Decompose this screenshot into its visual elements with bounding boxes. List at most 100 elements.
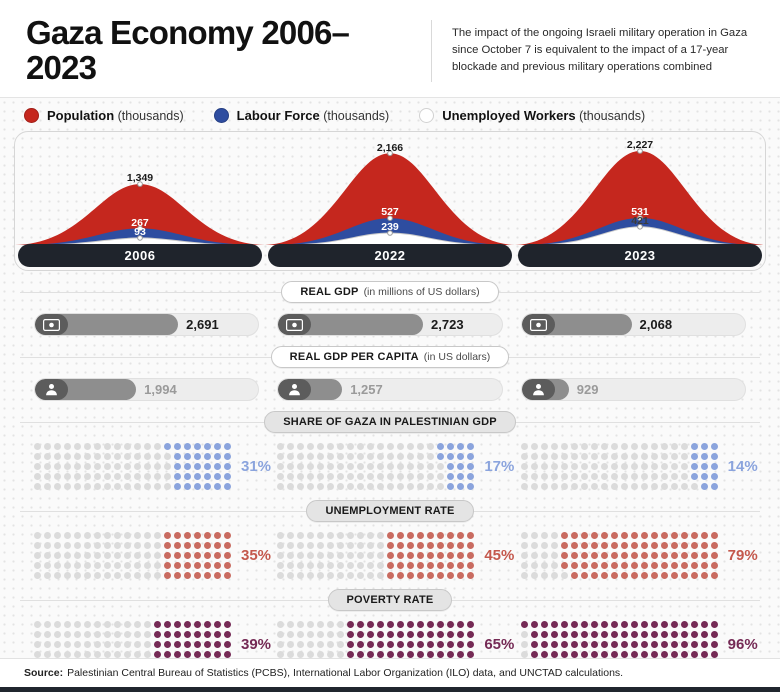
- dot: [540, 453, 548, 461]
- dot: [457, 453, 465, 461]
- dot: [154, 483, 161, 491]
- dot: [650, 552, 658, 560]
- dot: [560, 631, 568, 639]
- chart-column-2023: 2,227 531 421 2023: [515, 132, 765, 270]
- dot: [347, 443, 355, 451]
- dot: [44, 572, 51, 580]
- dot: [277, 631, 285, 639]
- dot: [377, 443, 385, 451]
- dot: [194, 621, 201, 629]
- dot: [194, 631, 201, 639]
- dot: [34, 552, 41, 560]
- dot: [357, 483, 365, 491]
- dot: [457, 542, 465, 550]
- dot: [570, 562, 578, 570]
- dot: [560, 483, 568, 491]
- dot: [457, 641, 465, 649]
- dot: [184, 651, 191, 658]
- bar-track: 929: [520, 378, 746, 402]
- dot: [214, 651, 221, 658]
- dot: [164, 631, 171, 639]
- dot: [690, 552, 698, 560]
- dot: [277, 572, 285, 580]
- unemployment-pill: UNEMPLOYMENT RATE: [306, 500, 474, 523]
- pill-title: REAL GDP: [300, 286, 359, 299]
- dot: [457, 463, 465, 471]
- dot: [367, 621, 375, 629]
- dot: [437, 483, 445, 491]
- dot: [44, 542, 51, 550]
- dot: [630, 651, 638, 658]
- dot: [417, 651, 425, 658]
- waffle-grid: [520, 621, 718, 658]
- dot: [224, 631, 231, 639]
- dot: [447, 443, 455, 451]
- dot: [74, 562, 81, 570]
- dot: [580, 641, 588, 649]
- dot: [114, 631, 121, 639]
- dot: [600, 621, 608, 629]
- source-label: Source:: [24, 667, 64, 679]
- section-header-unemployment: UNEMPLOYMENT RATE: [14, 500, 766, 523]
- dot: [540, 473, 548, 481]
- dot: [327, 641, 335, 649]
- dot: [560, 532, 568, 540]
- dot: [387, 453, 395, 461]
- dot: [204, 483, 211, 491]
- dot: [184, 463, 191, 471]
- dot: [670, 483, 678, 491]
- dot: [337, 463, 345, 471]
- dot: [194, 473, 201, 481]
- dot: [214, 463, 221, 471]
- dot: [610, 463, 618, 471]
- waffle-grid: [34, 532, 231, 580]
- dot: [447, 542, 455, 550]
- banknote-icon: [529, 318, 547, 331]
- dot: [204, 473, 211, 481]
- dot: [347, 463, 355, 471]
- dot: [104, 542, 111, 550]
- dot: [174, 532, 181, 540]
- dot: [427, 453, 435, 461]
- dot: [124, 641, 131, 649]
- dot: [590, 552, 598, 560]
- dot: [600, 572, 608, 580]
- dot: [630, 631, 638, 639]
- dot: [530, 532, 538, 540]
- dot: [277, 532, 285, 540]
- dot: [570, 641, 578, 649]
- dot: [337, 562, 345, 570]
- dot: [114, 641, 121, 649]
- dot: [437, 572, 445, 580]
- dot: [590, 483, 598, 491]
- dot: [640, 572, 648, 580]
- bar-value: 929: [576, 382, 599, 398]
- dot: [387, 641, 395, 649]
- dot: [34, 631, 41, 639]
- dot: [44, 483, 51, 491]
- legend-label: Labour Force (thousands): [236, 108, 390, 124]
- population-swatch-icon: [24, 108, 39, 124]
- legend-label: Unemployed Workers (thousands): [442, 108, 646, 124]
- dot: [580, 631, 588, 639]
- dot: [387, 552, 395, 560]
- dot: [54, 631, 61, 639]
- dot: [670, 572, 678, 580]
- dot: [377, 542, 385, 550]
- dot: [660, 443, 668, 451]
- dot: [307, 621, 315, 629]
- dot: [467, 572, 475, 580]
- dot: [214, 483, 221, 491]
- dot: [377, 572, 385, 580]
- dot: [164, 483, 171, 491]
- dot: [700, 463, 708, 471]
- year-label-2023: 2023: [518, 244, 762, 268]
- dot: [590, 532, 598, 540]
- dot: [580, 453, 588, 461]
- dot: [277, 473, 285, 481]
- dot: [347, 562, 355, 570]
- dot: [164, 641, 171, 649]
- dot: [164, 651, 171, 658]
- dot: [74, 621, 81, 629]
- dot: [184, 483, 191, 491]
